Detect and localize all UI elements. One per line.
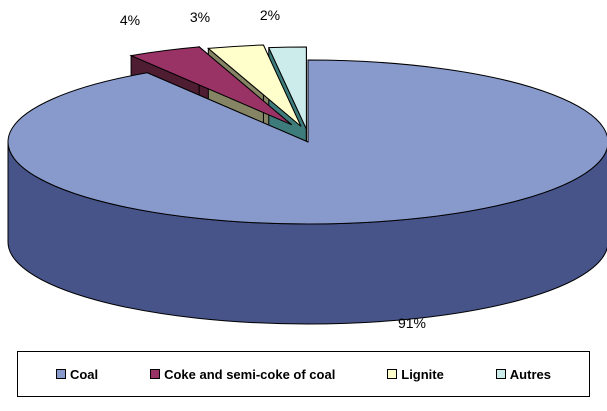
legend-label-autres: Autres — [509, 366, 551, 382]
slice-coal — [7, 59, 607, 225]
data-label-autres: 2% — [260, 7, 280, 23]
legend-label-lignite: Lignite — [401, 366, 444, 382]
data-label-coal: 91% — [398, 315, 426, 331]
slice-lignite — [207, 44, 302, 127]
legend: Coal Coke and semi-coke of coal Lignite … — [17, 351, 590, 397]
legend-swatch-lignite — [387, 369, 398, 379]
legend-item-autres: Autres — [495, 366, 551, 382]
legend-item-lignite: Lignite — [387, 367, 444, 382]
legend-swatch-coke — [150, 369, 161, 379]
slice-coke — [129, 46, 293, 126]
legend-label-coke: Coke and semi-coke of coal — [164, 366, 336, 382]
legend-swatch-autres — [495, 369, 506, 379]
data-label-coke: 4% — [120, 12, 140, 28]
legend-label-coal: Coal — [69, 366, 99, 382]
data-label-lignite: 3% — [190, 9, 210, 25]
pie-chart: 91% 4% 3% 2% — [7, 7, 607, 331]
legend-item-coke: Coke and semi-coke of coal — [150, 367, 335, 382]
slice-autres — [267, 46, 307, 130]
legend-item-coal: Coal — [55, 366, 99, 382]
legend-swatch-coal — [55, 369, 66, 379]
